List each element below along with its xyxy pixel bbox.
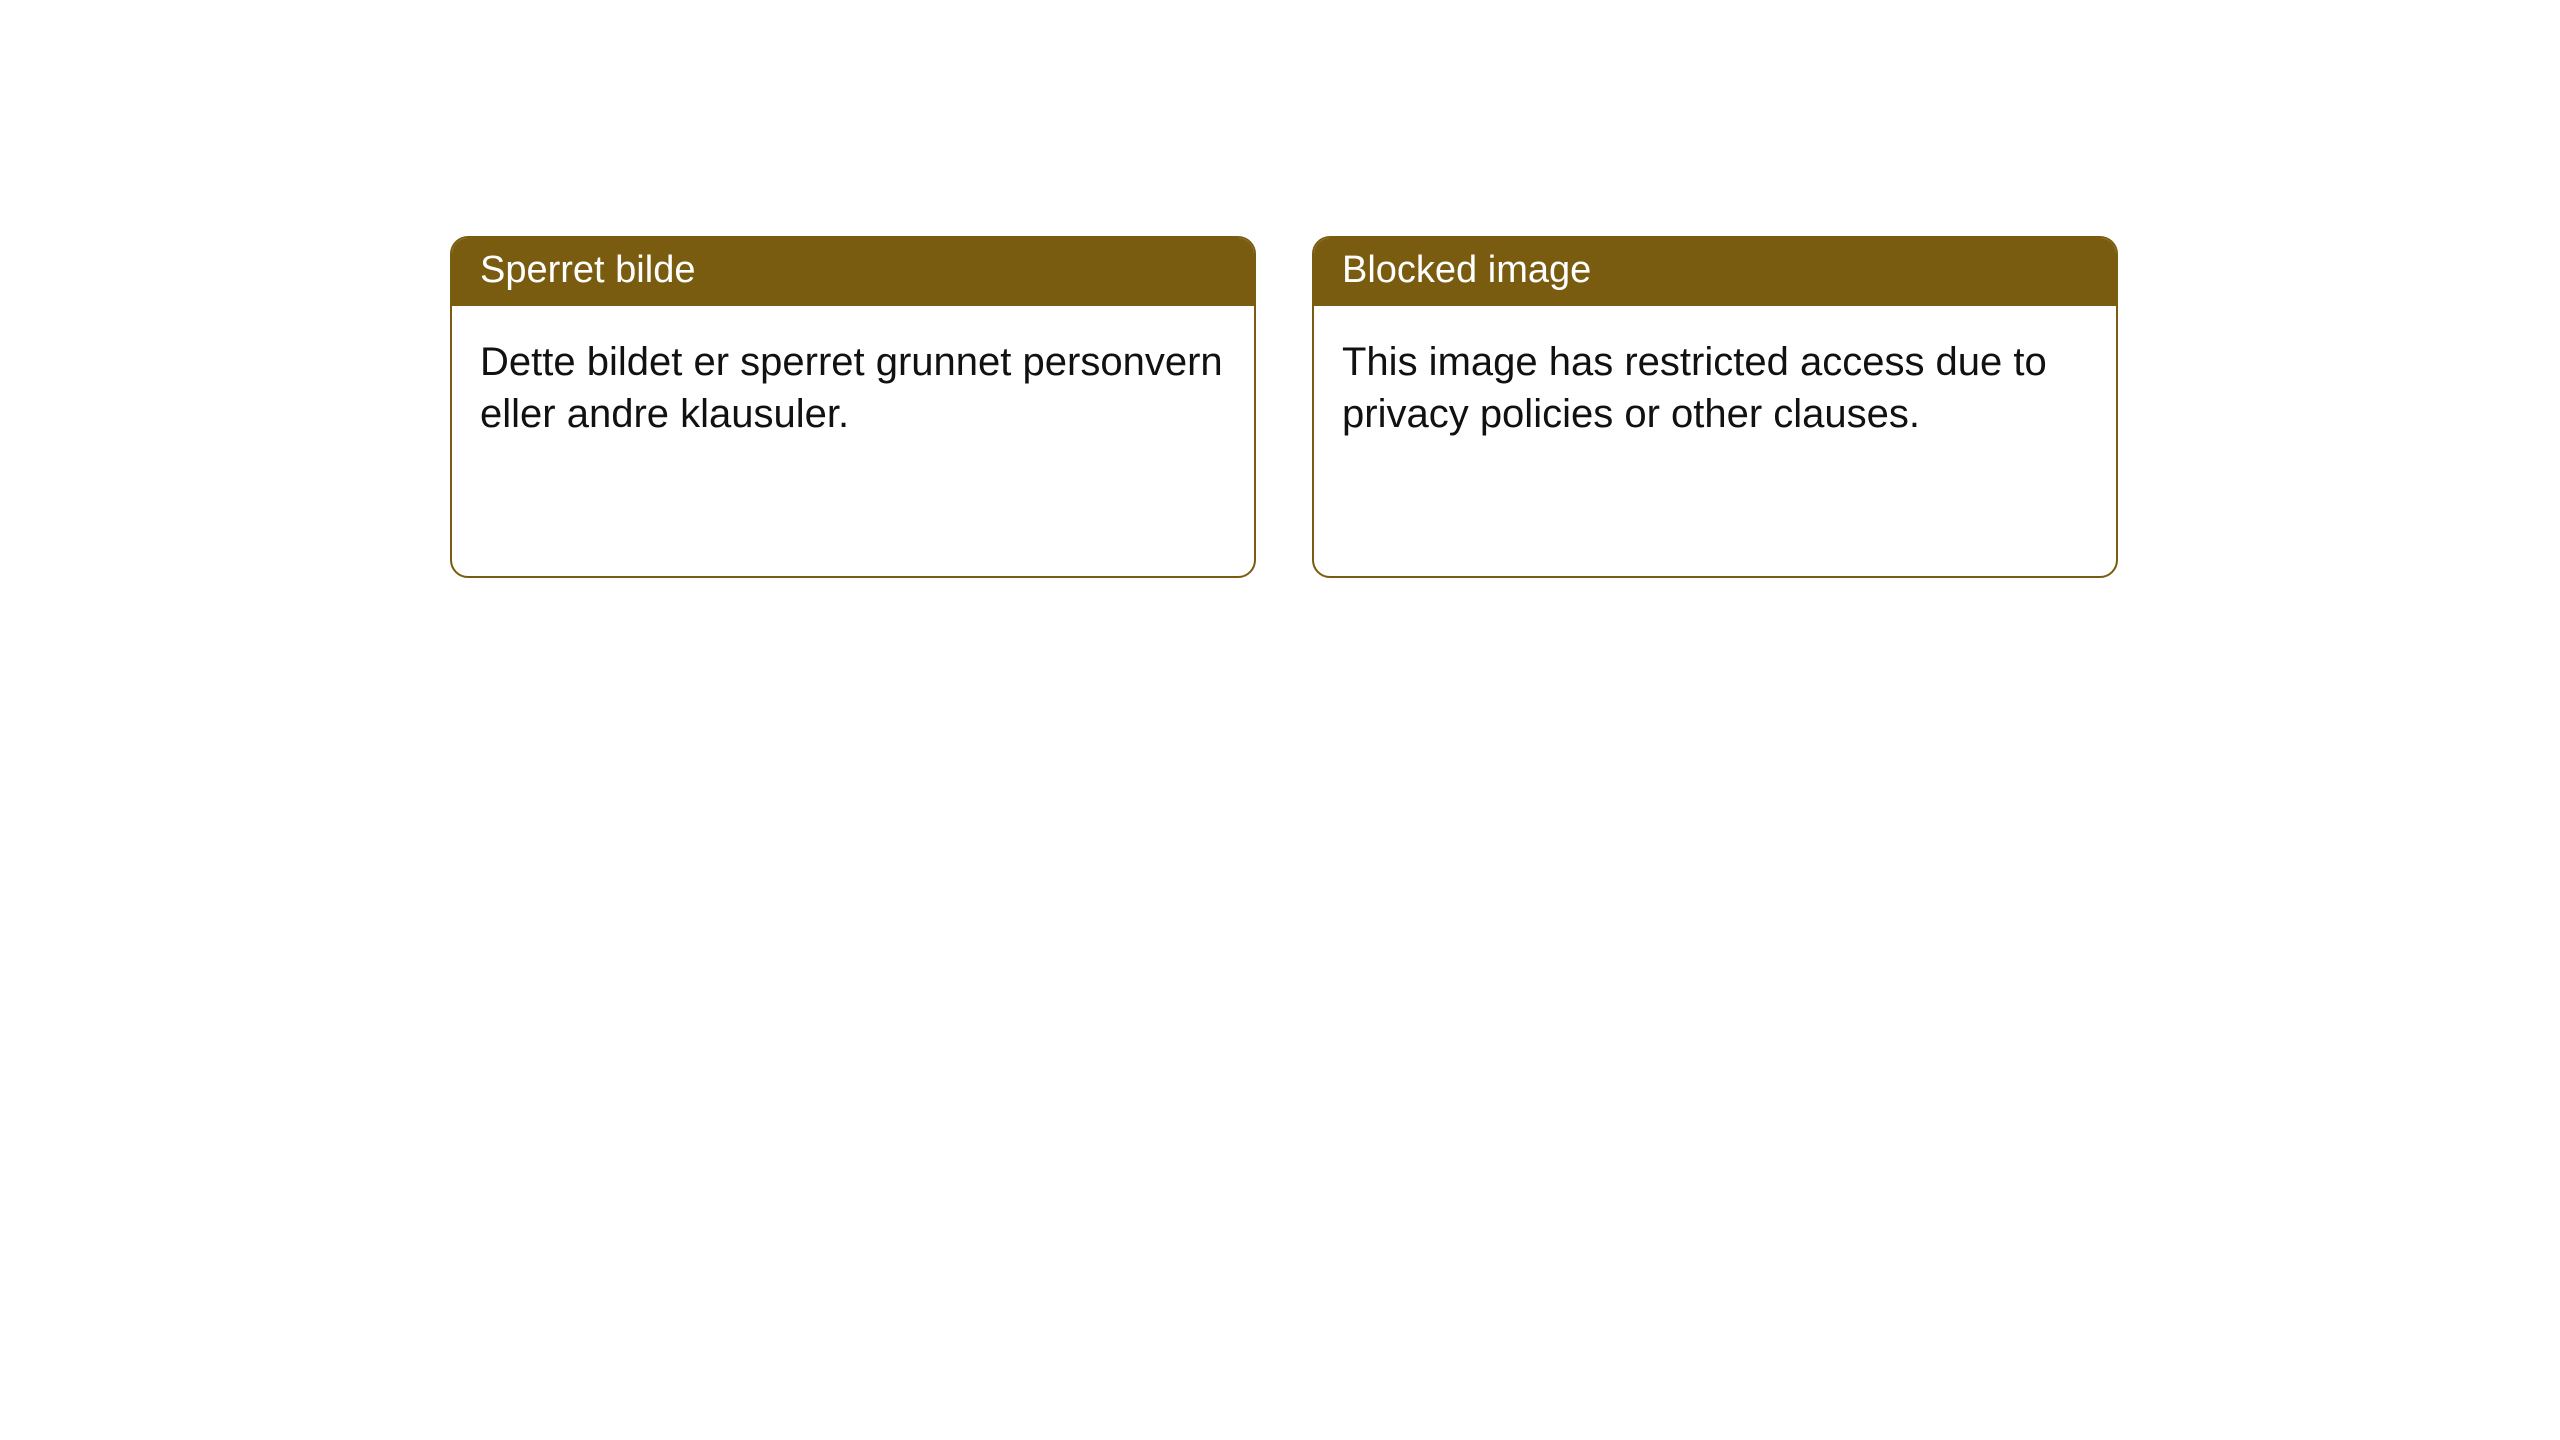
card-header: Sperret bilde bbox=[452, 238, 1254, 306]
blocked-image-card-en: Blocked image This image has restricted … bbox=[1312, 236, 2118, 578]
card-body-text: This image has restricted access due to … bbox=[1314, 306, 2116, 576]
cards-container: Sperret bilde Dette bildet er sperret gr… bbox=[0, 0, 2560, 578]
card-header: Blocked image bbox=[1314, 238, 2116, 306]
blocked-image-card-no: Sperret bilde Dette bildet er sperret gr… bbox=[450, 236, 1256, 578]
card-body-text: Dette bildet er sperret grunnet personve… bbox=[452, 306, 1254, 576]
